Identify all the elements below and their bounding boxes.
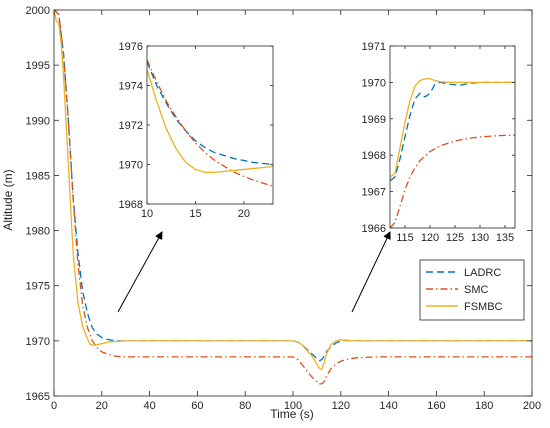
main-y-tick-label: 1980 <box>26 226 50 238</box>
main-y-tick-label: 1985 <box>26 170 50 182</box>
zoom-arrow-left <box>117 231 163 313</box>
main-x-tick-label: 120 <box>332 400 350 412</box>
inset1-y-tick-label: 1976 <box>119 41 143 53</box>
legend-box <box>419 259 525 321</box>
main-x-tick-label: 180 <box>475 400 493 412</box>
main-line-smc <box>54 10 532 385</box>
inset2-y-tick-label: 1971 <box>362 41 386 53</box>
main-x-tick-label: 20 <box>96 400 108 412</box>
inset1-y-tick-label: 1970 <box>119 160 143 172</box>
legend: LADRC SMC FSMBC <box>419 259 525 321</box>
main-x-tick-label: 100 <box>284 400 302 412</box>
inset1-x-tick-label: 15 <box>189 208 201 220</box>
x-axis-label: Time (s) <box>270 407 314 421</box>
zoom-arrows <box>117 231 391 313</box>
inset2-x-tick-label: 135 <box>496 232 514 244</box>
inset1-line-fsmbc <box>147 69 273 174</box>
main-x-tick-label: 160 <box>427 400 445 412</box>
inset2-line-fsmbc <box>390 78 515 178</box>
inset2-y-tick-label: 1970 <box>362 77 386 89</box>
main-x-tick-label: 200 <box>523 400 541 412</box>
inset2-background <box>390 46 515 228</box>
main-y-tick-label: 1990 <box>26 115 50 127</box>
inset1-background <box>147 46 273 204</box>
inset1-y-tick-label: 1968 <box>119 199 143 211</box>
inset2-x-tick-label: 125 <box>446 232 464 244</box>
legend-label-fsmbc: FSMBC <box>464 301 503 313</box>
main-y-tick-label: 1970 <box>26 336 50 348</box>
main-x-tick-label: 0 <box>51 400 57 412</box>
main-x-tick-label: 140 <box>379 400 397 412</box>
inset1-x-tick-label: 20 <box>238 208 250 220</box>
inset2-x-tick-label: 120 <box>421 232 439 244</box>
inset1-y-tick-label: 1972 <box>119 120 143 132</box>
inset2-x-tick-label: 115 <box>396 232 414 244</box>
inset2-x-tick-label: 130 <box>471 232 489 244</box>
main-x-tick-label: 40 <box>143 400 155 412</box>
main-x-tick-label: 80 <box>239 400 251 412</box>
inset2-line-ladrc <box>390 81 515 182</box>
main-y-tick-label: 1975 <box>26 281 50 293</box>
inset1-x-tick-label: 10 <box>141 208 153 220</box>
inset1-line-ladrc <box>147 61 273 166</box>
inset2-y-tick-label: 1968 <box>362 150 386 162</box>
inset2-line-smc <box>390 134 515 228</box>
y-axis-label: Altitude (m) <box>1 169 15 230</box>
inset2-y-tick-label: 1969 <box>362 114 386 126</box>
inset1-y-tick-label: 1974 <box>119 81 143 93</box>
inset1-line-smc <box>147 59 273 187</box>
inset2-frame <box>389 45 516 229</box>
inset2-y-tick-label: 1966 <box>362 223 386 235</box>
main-y-tick-label: 1995 <box>26 60 50 72</box>
main-y-tick-label: 1965 <box>26 391 50 403</box>
inset-plot-2: 115 120 125 130 135 1966 1967 1968 1969 1970 1971 <box>362 41 516 244</box>
zoom-arrow-right <box>351 231 391 313</box>
main-y-tick-label: 2000 <box>26 5 50 17</box>
legend-label-smc: SMC <box>464 284 489 296</box>
inset2-y-tick-label: 1967 <box>362 187 386 199</box>
legend-label-ladrc: LADRC <box>464 267 501 279</box>
inset-plot-1: 10 15 20 1968 1970 1972 1974 1976 <box>119 41 274 220</box>
main-x-tick-label: 60 <box>191 400 203 412</box>
main-line-fsmbc <box>54 10 532 371</box>
